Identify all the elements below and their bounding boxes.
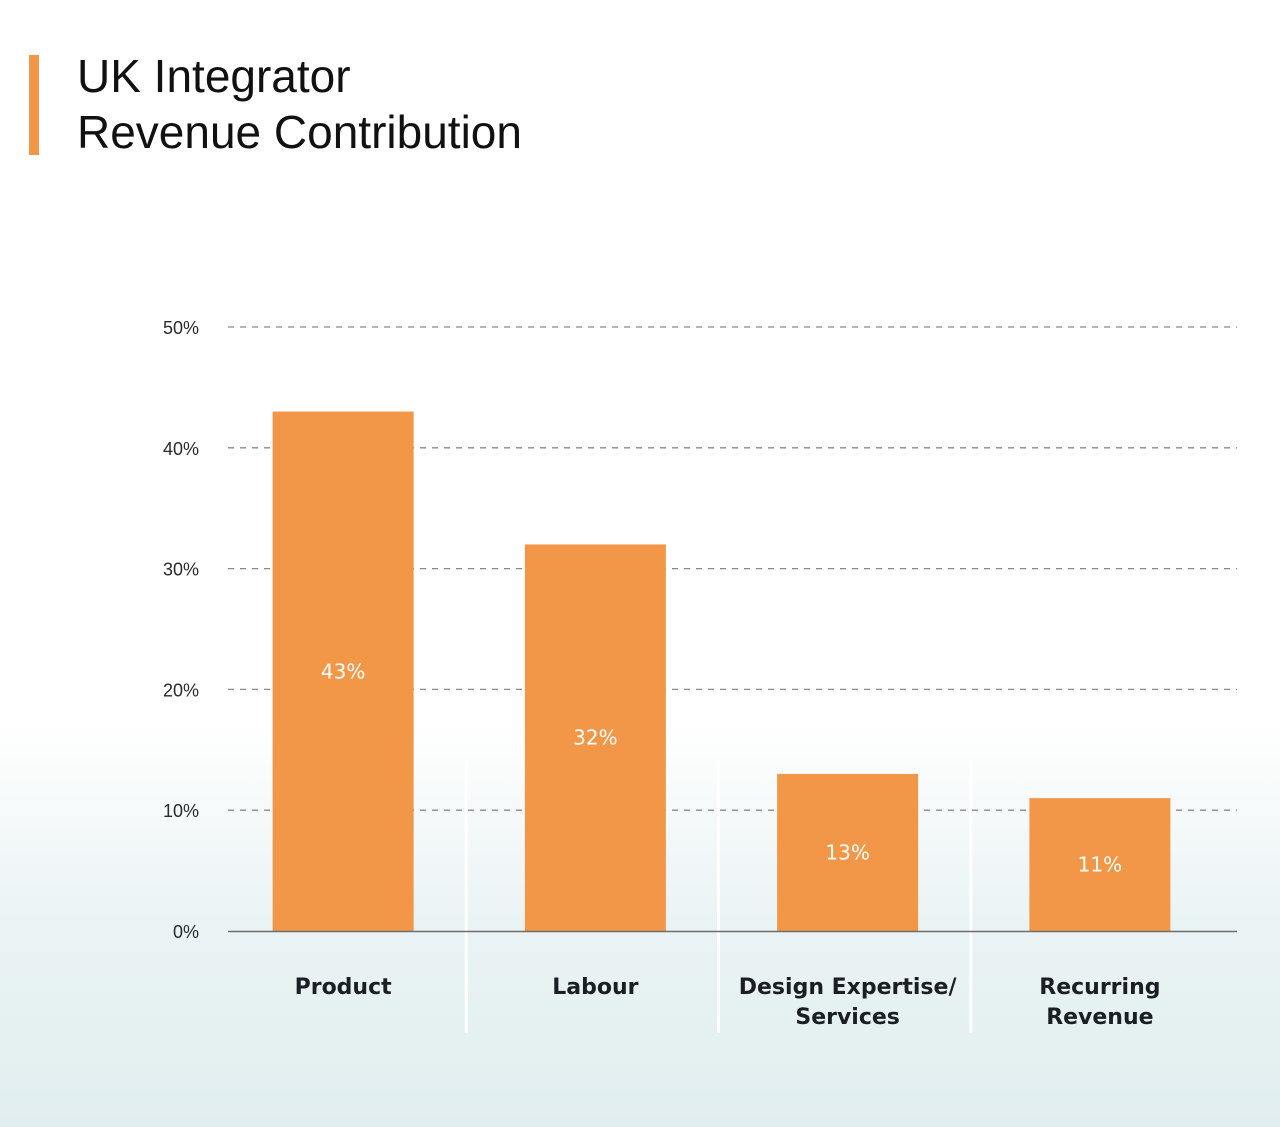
category-label-3-line-1: Revenue xyxy=(1046,1005,1153,1030)
data-label-1: 32% xyxy=(573,726,617,750)
x-axis-category-labels: Product Labour Design Expertise/Services Re… xyxy=(295,975,1161,1030)
category-label-2-line-0: Design Expertise/ xyxy=(739,975,958,1000)
data-label-3: 11% xyxy=(1078,853,1122,877)
y-tick-label-40: 40% xyxy=(163,439,199,459)
y-tick-label-50: 50% xyxy=(163,318,199,338)
bar-0 xyxy=(272,411,414,931)
chart-title-line-1: UK Integrator xyxy=(77,50,351,102)
bars xyxy=(272,411,1171,931)
y-tick-label-0: 0% xyxy=(173,922,199,942)
chart-title-line-2: Revenue Contribution xyxy=(77,106,522,158)
category-label-1-line-0: Labour xyxy=(552,975,638,1000)
y-tick-label-20: 20% xyxy=(163,680,199,700)
data-label-2: 13% xyxy=(825,840,869,864)
bar-3 xyxy=(1029,798,1171,931)
title-accent-bar xyxy=(29,55,39,155)
y-tick-label-10: 10% xyxy=(163,801,199,821)
bar-2 xyxy=(777,773,919,931)
y-axis-tick-labels: 0% 10% 20% 30% 40% 50% xyxy=(163,318,199,942)
category-dividers xyxy=(464,760,973,1033)
category-label-2-line-1: Services xyxy=(795,1005,900,1030)
category-label-0-line-0: Product xyxy=(295,975,393,1000)
chart-title: UK Integrator Revenue Contribution xyxy=(77,48,522,160)
bar-1 xyxy=(524,544,666,931)
data-label-0: 43% xyxy=(321,659,365,683)
data-labels: 43% 32% 13% 11% xyxy=(321,659,1122,876)
y-tick-label-30: 30% xyxy=(163,560,199,580)
category-label-3-line-0: Recurring xyxy=(1039,975,1160,1000)
